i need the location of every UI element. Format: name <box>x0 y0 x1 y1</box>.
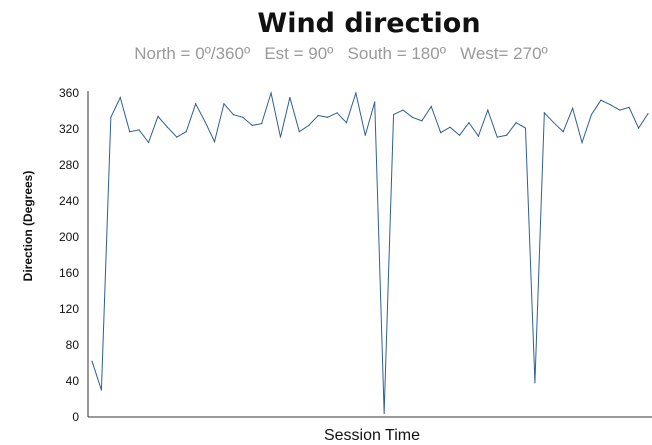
data-point <box>213 141 216 143</box>
data-point <box>204 121 206 123</box>
x-axis-label: Session Time <box>324 427 420 444</box>
data-point <box>553 122 555 124</box>
data-point <box>637 127 640 129</box>
data-point <box>289 96 291 99</box>
data-point <box>609 104 611 106</box>
y-axis-label: Direction (Degrees) <box>21 171 35 282</box>
data-point <box>458 134 461 136</box>
data-point <box>251 124 253 126</box>
chart-subtitle: North = 0º/360º Est = 90º South = 180º W… <box>134 44 547 63</box>
data-point <box>421 120 423 122</box>
series-line <box>91 91 649 414</box>
data-point <box>411 116 414 118</box>
data-point <box>270 92 272 94</box>
y-tick-label: 160 <box>59 266 79 280</box>
y-tick-label: 320 <box>59 122 79 136</box>
data-point <box>110 116 112 118</box>
data-point <box>524 127 527 129</box>
data-point <box>374 101 376 103</box>
data-point <box>468 122 470 124</box>
y-tick-label: 40 <box>66 374 80 388</box>
y-tick-label: 200 <box>59 230 79 244</box>
y-tick-label: 120 <box>59 302 79 316</box>
data-point <box>449 126 451 128</box>
data-point <box>147 141 150 144</box>
data-point <box>336 112 338 114</box>
data-point <box>364 134 366 136</box>
data-point <box>345 122 348 124</box>
data-point <box>317 114 319 117</box>
data-point <box>185 131 187 133</box>
data-point <box>195 103 197 105</box>
data-point <box>129 131 131 133</box>
data-point <box>506 134 508 136</box>
data-point <box>515 122 517 124</box>
data-point <box>477 135 479 137</box>
data-point <box>440 132 442 134</box>
series-marks <box>91 91 649 414</box>
data-point <box>308 124 310 126</box>
data-point <box>430 105 432 108</box>
data-point <box>392 114 395 116</box>
data-point <box>628 106 630 108</box>
data-point <box>572 107 574 109</box>
data-point <box>590 114 593 116</box>
y-tick-label: 360 <box>59 86 79 100</box>
data-point <box>298 131 300 133</box>
data-point <box>619 109 621 111</box>
data-point <box>487 109 489 111</box>
data-point <box>232 114 234 116</box>
chart-title: Wind direction <box>257 8 480 39</box>
data-point <box>326 116 329 118</box>
data-point <box>600 99 602 101</box>
data-point <box>261 123 263 125</box>
data-point <box>534 382 536 384</box>
data-point <box>176 136 178 138</box>
data-point <box>138 129 140 131</box>
data-point <box>119 96 121 99</box>
y-tick-label: 80 <box>66 338 80 352</box>
data-point <box>166 126 168 128</box>
data-point <box>496 136 498 138</box>
data-point <box>543 112 545 114</box>
data-point <box>355 92 357 94</box>
data-point <box>562 131 564 133</box>
data-point <box>581 141 583 144</box>
data-point <box>91 360 93 362</box>
data-point <box>647 113 649 115</box>
data-point <box>383 412 385 414</box>
y-tick-label: 240 <box>59 194 79 208</box>
data-point <box>242 116 244 118</box>
data-point <box>100 389 103 391</box>
data-point <box>402 109 404 111</box>
data-point <box>223 103 225 105</box>
data-point <box>279 136 282 138</box>
data-point <box>157 115 159 117</box>
y-tick-labels: 0 40 80 120 160 200 240 280 320 360 <box>59 86 79 424</box>
y-tick-label: 280 <box>59 158 79 172</box>
y-tick-label: 0 <box>72 410 79 424</box>
